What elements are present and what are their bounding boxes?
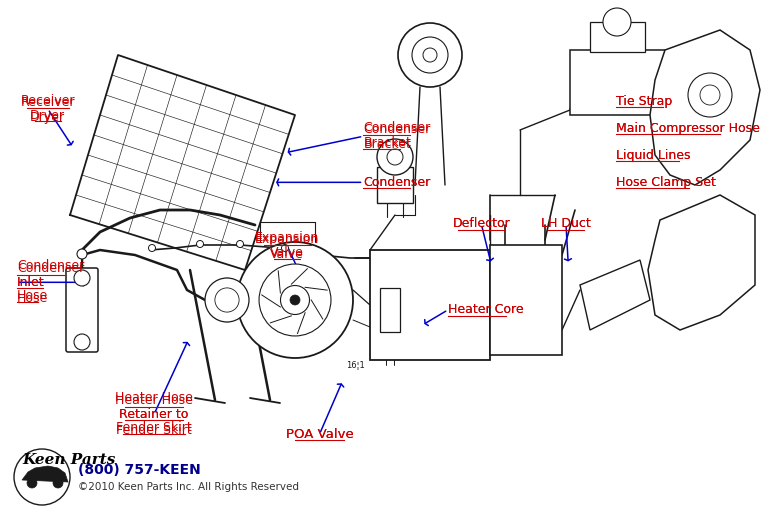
Text: Heater Hose: Heater Hose [115, 394, 193, 407]
Circle shape [398, 23, 462, 87]
Circle shape [77, 249, 87, 259]
Text: Condenser
Inlet
Hose: Condenser Inlet Hose [17, 260, 84, 305]
Circle shape [412, 37, 448, 73]
Circle shape [282, 244, 289, 252]
Bar [370, 250, 490, 360]
Text: POA Valve: POA Valve [0, 517, 1, 518]
Circle shape [74, 270, 90, 286]
Text: Tie Strap: Tie Strap [0, 517, 1, 518]
Text: Inlet: Inlet [17, 276, 45, 289]
Circle shape [74, 334, 90, 350]
Polygon shape [650, 30, 760, 185]
Polygon shape [22, 466, 68, 482]
Text: Liquid Lines: Liquid Lines [616, 149, 691, 162]
Circle shape [280, 285, 310, 314]
Text: Heater Core: Heater Core [0, 517, 1, 518]
Text: Tie Strap: Tie Strap [616, 95, 672, 108]
Text: Deflector: Deflector [453, 217, 510, 231]
Circle shape [387, 149, 403, 165]
Text: Hose Clamp Set: Hose Clamp Set [616, 176, 716, 189]
Text: LH Duct: LH Duct [541, 217, 591, 231]
Circle shape [603, 8, 631, 36]
Text: POA Valve: POA Valve [286, 427, 353, 441]
Circle shape [149, 244, 156, 252]
Text: ©2010 Keen Parts Inc. All Rights Reserved: ©2010 Keen Parts Inc. All Rights Reserve… [78, 482, 299, 492]
Text: Retainer to: Retainer to [119, 408, 189, 421]
Circle shape [27, 478, 37, 488]
Text: LH Duct: LH Duct [0, 517, 1, 518]
Text: Condenser: Condenser [363, 176, 430, 189]
Text: Heater Hose
Retainer to
Fender Skirt: Heater Hose Retainer to Fender Skirt [115, 392, 193, 437]
Text: Expansion: Expansion [0, 517, 1, 518]
Text: Hose Clamp Set: Hose Clamp Set [616, 176, 716, 189]
Text: Condenser: Condenser [363, 176, 430, 189]
Bar [380, 288, 400, 332]
Text: Tie Strap: Tie Strap [616, 95, 672, 108]
Text: Condenser: Condenser [0, 517, 1, 518]
Circle shape [259, 264, 331, 336]
Circle shape [215, 288, 239, 312]
Circle shape [290, 295, 300, 305]
Circle shape [237, 242, 353, 358]
Text: Condenser: Condenser [0, 517, 1, 518]
Circle shape [236, 240, 243, 248]
Circle shape [14, 449, 70, 505]
Circle shape [700, 85, 720, 105]
Text: Condenser: Condenser [363, 123, 430, 136]
Text: Keen Parts: Keen Parts [22, 453, 116, 467]
Text: Receiver: Receiver [21, 95, 75, 109]
Circle shape [423, 48, 437, 62]
Text: Receiver: Receiver [0, 517, 1, 518]
Bar [570, 50, 665, 115]
Polygon shape [648, 195, 755, 330]
Text: Hose: Hose [17, 290, 49, 303]
Text: Dryer: Dryer [30, 109, 65, 122]
Text: Deflector: Deflector [453, 217, 510, 231]
Text: Heater Core: Heater Core [448, 303, 524, 316]
Text: Hose Clamp Set: Hose Clamp Set [0, 517, 1, 518]
Text: POA Valve: POA Valve [286, 427, 353, 441]
Text: Liquid Lines: Liquid Lines [616, 149, 691, 162]
Text: Deflector: Deflector [0, 517, 1, 518]
Text: Receiver
Dryer: Receiver Dryer [21, 94, 75, 123]
Circle shape [688, 73, 732, 117]
Text: Heater Hose: Heater Hose [0, 517, 1, 518]
Text: Condenser: Condenser [17, 262, 84, 275]
Text: Fender Skirt: Fender Skirt [116, 422, 192, 435]
Text: Retainer to: Retainer to [0, 517, 1, 518]
Text: 16¦1: 16¦1 [346, 361, 364, 369]
Text: Main Compressor Hose: Main Compressor Hose [0, 517, 1, 518]
Text: Hose: Hose [0, 517, 1, 518]
Text: Valve: Valve [270, 246, 304, 260]
Text: LH Duct: LH Duct [541, 217, 591, 231]
Text: Inlet: Inlet [0, 517, 1, 518]
Polygon shape [580, 260, 650, 330]
Text: Liquid Lines: Liquid Lines [0, 517, 1, 518]
Text: Condenser
Bracket: Condenser Bracket [363, 122, 430, 151]
Text: Bracket: Bracket [0, 517, 1, 518]
Text: Expansion: Expansion [255, 233, 320, 246]
Text: Main Compressor Hose: Main Compressor Hose [616, 122, 760, 135]
Bar [490, 245, 562, 355]
Bar [377, 167, 413, 203]
Text: Valve: Valve [0, 517, 1, 518]
FancyBboxPatch shape [66, 268, 98, 352]
Text: (800) 757-KEEN: (800) 757-KEEN [78, 463, 201, 477]
Text: Heater Core: Heater Core [448, 303, 524, 316]
Text: Expansion
Valve: Expansion Valve [255, 232, 320, 261]
Circle shape [196, 240, 203, 248]
Circle shape [377, 139, 413, 175]
Text: Fender Skirt: Fender Skirt [0, 517, 1, 518]
Bar [590, 22, 645, 52]
Text: Condenser: Condenser [0, 517, 1, 518]
Circle shape [53, 478, 63, 488]
Text: Dryer: Dryer [0, 517, 1, 518]
Text: Main Compressor Hose: Main Compressor Hose [616, 122, 760, 135]
Text: Bracket: Bracket [363, 136, 411, 150]
Circle shape [205, 278, 249, 322]
